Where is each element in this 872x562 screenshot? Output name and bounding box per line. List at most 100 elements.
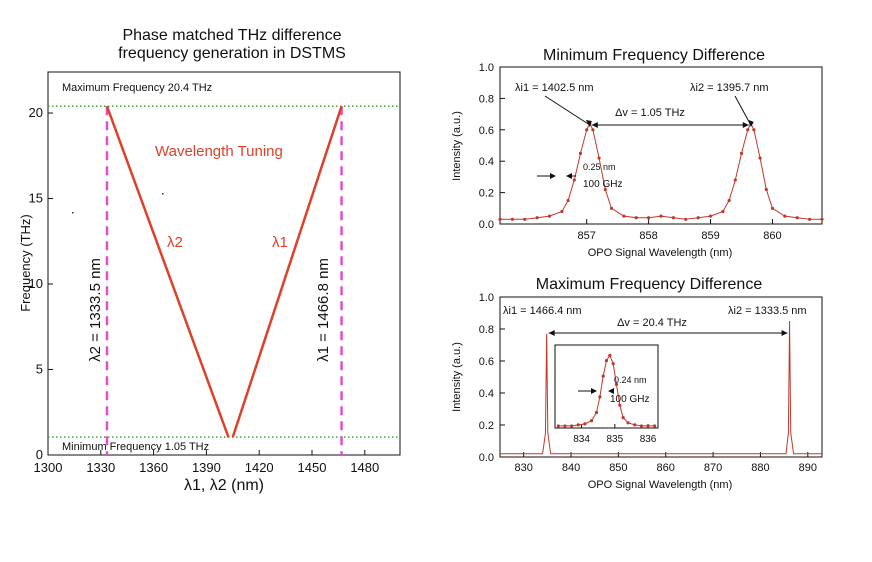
y-tick-label: 0.4 [479, 156, 494, 168]
spectrum-point [647, 216, 651, 220]
spectrum-point [585, 128, 589, 132]
inset-spectrum-point [563, 424, 567, 428]
max-difference-title: Maximum Frequency Difference [536, 276, 763, 293]
spectrum-point [820, 217, 824, 221]
min-difference-ticks: 857 858 859 860 0.0 0.2 0.4 0.6 0.8 1.0 [479, 62, 782, 242]
spectrum-point [523, 217, 527, 221]
x-tick-label: 857 [578, 230, 596, 242]
peak2-arrowhead [748, 120, 754, 127]
delta-arrowhead-left [591, 122, 598, 128]
y-tick-label: 10 [29, 276, 43, 291]
max-frequency-label: Maximum Frequency 20.4 THz [62, 82, 212, 94]
y-tick-label: 0.8 [479, 324, 494, 336]
spectrum-point [696, 216, 700, 220]
spectrum-point [733, 178, 737, 182]
x-tick-label: 1390 [192, 460, 221, 475]
inset-frame [554, 344, 659, 429]
inset-spectrum-point [639, 424, 643, 428]
x-tick-label: 850 [609, 462, 627, 474]
x-tick-label: 840 [562, 462, 580, 474]
spectrum-point [547, 214, 552, 218]
peak2-arrow [734, 95, 752, 126]
inset-spectrum-point [653, 424, 657, 428]
width-arrowhead-left [550, 173, 556, 179]
x-tick-label: 870 [704, 462, 722, 474]
y-tick-label: 0.0 [479, 219, 494, 231]
max-difference-ticks: 830 840 850 860 870 880 890 0.0 0.2 0.4 0.6 0.8 1.0 [479, 292, 817, 474]
spectrum-point [783, 214, 787, 218]
tuning-line-lambda2 [105, 105, 230, 438]
inset-spectrum-point [589, 419, 594, 423]
tuning-line-lambda1 [231, 105, 343, 438]
spectrum-point [597, 156, 601, 160]
stray-dot [72, 212, 74, 214]
inset-spectrum-point [570, 424, 574, 428]
tuning-chart-frame [47, 71, 401, 456]
max-difference-xlabel: OPO Signal Wavelength (nm) [588, 479, 732, 491]
inset-spectrum-point [598, 395, 602, 399]
x-tick-label: 1330 [86, 460, 115, 475]
spectrum-point [764, 187, 768, 192]
min-delta-label: Δv = 1.05 THz [615, 107, 685, 119]
min-difference-plot [498, 95, 824, 221]
spectrum-point [746, 128, 750, 132]
x-tick-label: 1480 [350, 460, 379, 475]
lambda2-vline-label: λ2 = 1333.5 nm [87, 258, 104, 362]
inset-width-ghz-label: 100 GHz [610, 394, 649, 405]
x-tick-label: 1420 [245, 460, 274, 475]
inset-spectrum-point [646, 424, 650, 428]
inset-width-nm-label: 0.24 nm [614, 375, 647, 385]
spectrum-point [535, 216, 539, 220]
x-tick-label: 1450 [298, 460, 327, 475]
y-tick-label: 20 [29, 105, 43, 120]
y-tick-label: 0 [36, 447, 43, 462]
spectrum-point [572, 178, 576, 182]
max-peak2-label: λi2 = 1333.5 nm [728, 305, 807, 317]
max-delta-label: Δv = 20.4 THz [617, 317, 687, 329]
spectrum-point [770, 206, 775, 210]
spectrum-point [708, 214, 713, 218]
x-tick-label: 859 [701, 230, 719, 242]
min-difference-ylabel: Intensity (a.u.) [451, 111, 463, 181]
spectrum-point [739, 151, 744, 155]
y-tick-label: 1.0 [479, 292, 494, 304]
lambda2-line-label: λ2 [167, 234, 183, 251]
min-width-ghz-label: 100 GHz [583, 179, 622, 190]
x-tick-label: 858 [639, 230, 657, 242]
peak1-arrow [544, 95, 591, 126]
spectrum-point [622, 214, 626, 218]
tuning-chart-ylabel: Frequency (THz) [18, 214, 33, 312]
y-tick-label: 1.0 [479, 62, 494, 74]
x-tick-label: 880 [751, 462, 769, 474]
spectrum-point [498, 217, 502, 221]
inset-x-tick-label: 835 [606, 434, 623, 445]
inset-spectrum-point [576, 423, 580, 427]
inset-x-tick-label: 836 [640, 434, 657, 445]
x-tick-label: 860 [763, 230, 781, 242]
spectrum-line [500, 122, 822, 220]
spectrum-line [500, 320, 822, 455]
spectrum-point [752, 128, 756, 132]
inset-spectrum-point [621, 416, 625, 420]
peak1-arrowhead [585, 120, 592, 127]
width-arrowhead-right [566, 173, 572, 179]
delta-arrowhead-right [781, 330, 788, 336]
min-peak2-label: λi2 = 1395.7 nm [690, 82, 769, 94]
lambda1-vline-label: λ1 = 1466.8 nm [315, 258, 332, 362]
wavelength-tuning-annotation: Wavelength Tuning [155, 143, 283, 160]
spectrum-point [659, 214, 663, 218]
spectrum-point [795, 216, 799, 220]
x-tick-label: 890 [799, 462, 817, 474]
inset-plot [556, 353, 657, 428]
min-difference-xlabel: OPO Signal Wavelength (nm) [588, 247, 732, 259]
x-tick-label: 1360 [139, 460, 168, 475]
inset-x-tick-label: 834 [573, 434, 590, 445]
x-tick-label: 860 [657, 462, 675, 474]
inset-spectrum-point [633, 423, 637, 427]
tuning-chart: Phase matched THz difference frequency g… [18, 27, 401, 494]
x-tick-label: 830 [514, 462, 532, 474]
y-tick-label: 15 [29, 191, 43, 206]
max-peak1-label: λi1 = 1466.4 nm [503, 305, 582, 317]
lambda1-line-label: λ1 [272, 234, 288, 251]
tuning-chart-xlabel: λ1, λ2 (nm) [184, 477, 264, 494]
